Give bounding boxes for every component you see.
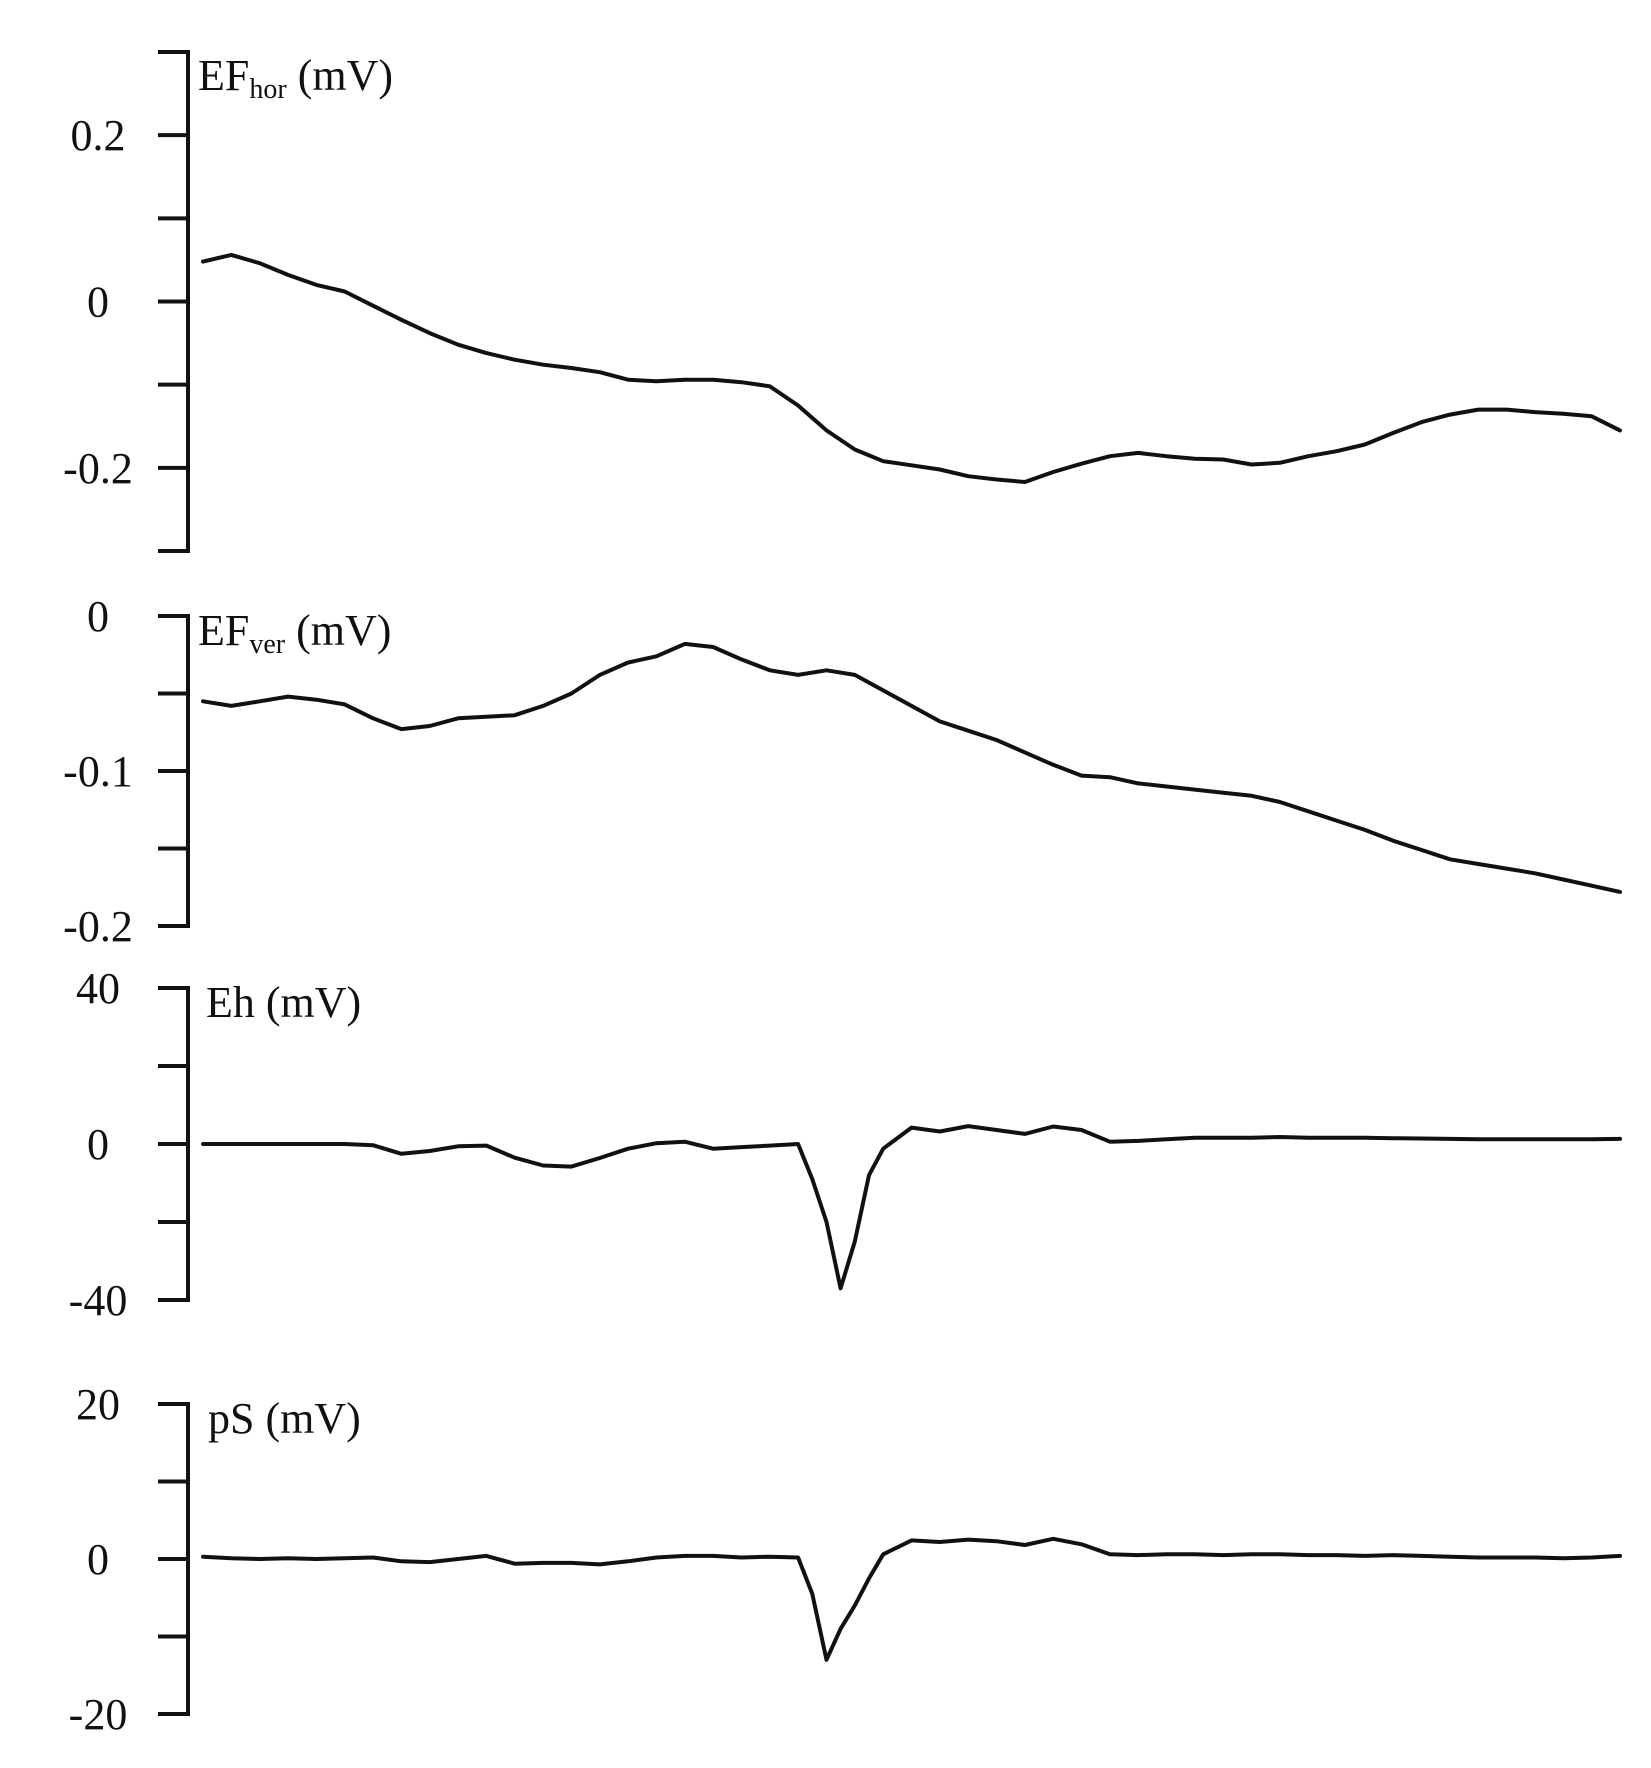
y-tick-label: 0 (87, 592, 109, 641)
series-label: EFver (mV) (198, 606, 391, 660)
y-tick-label: 40 (76, 964, 120, 1013)
series-line (201, 1124, 1622, 1291)
panel-1: 0.2 0 -0.2 EFhor (mV) (63, 50, 1622, 553)
y-tick-label: -20 (69, 1690, 128, 1739)
y-tick-label: 0 (87, 1120, 109, 1169)
y-tick-label: 0 (87, 1535, 109, 1584)
series-line (201, 1536, 1622, 1662)
y-tick-label: 20 (76, 1380, 120, 1429)
series-label: pS (mV) (208, 1394, 361, 1443)
series-line (201, 252, 1622, 484)
y-tick-label: -0.1 (63, 747, 133, 796)
panel-3: 40 0 -40 Eh (mV) (69, 964, 1622, 1325)
series-line (201, 641, 1622, 894)
series-label: EFhor (mV) (198, 51, 393, 105)
y-tick-label: 0.2 (71, 111, 126, 160)
panel-2: 0 -0.1 -0.2 EFver (mV) (63, 592, 1622, 951)
y-tick-label: -40 (69, 1276, 128, 1325)
y-tick-label: -0.2 (63, 902, 133, 951)
series-label: Eh (mV) (206, 978, 361, 1027)
y-tick-label: 0 (87, 278, 109, 327)
y-tick-label: -0.2 (63, 444, 133, 493)
panel-4: 20 0 -20 pS (mV) (69, 1380, 1622, 1739)
